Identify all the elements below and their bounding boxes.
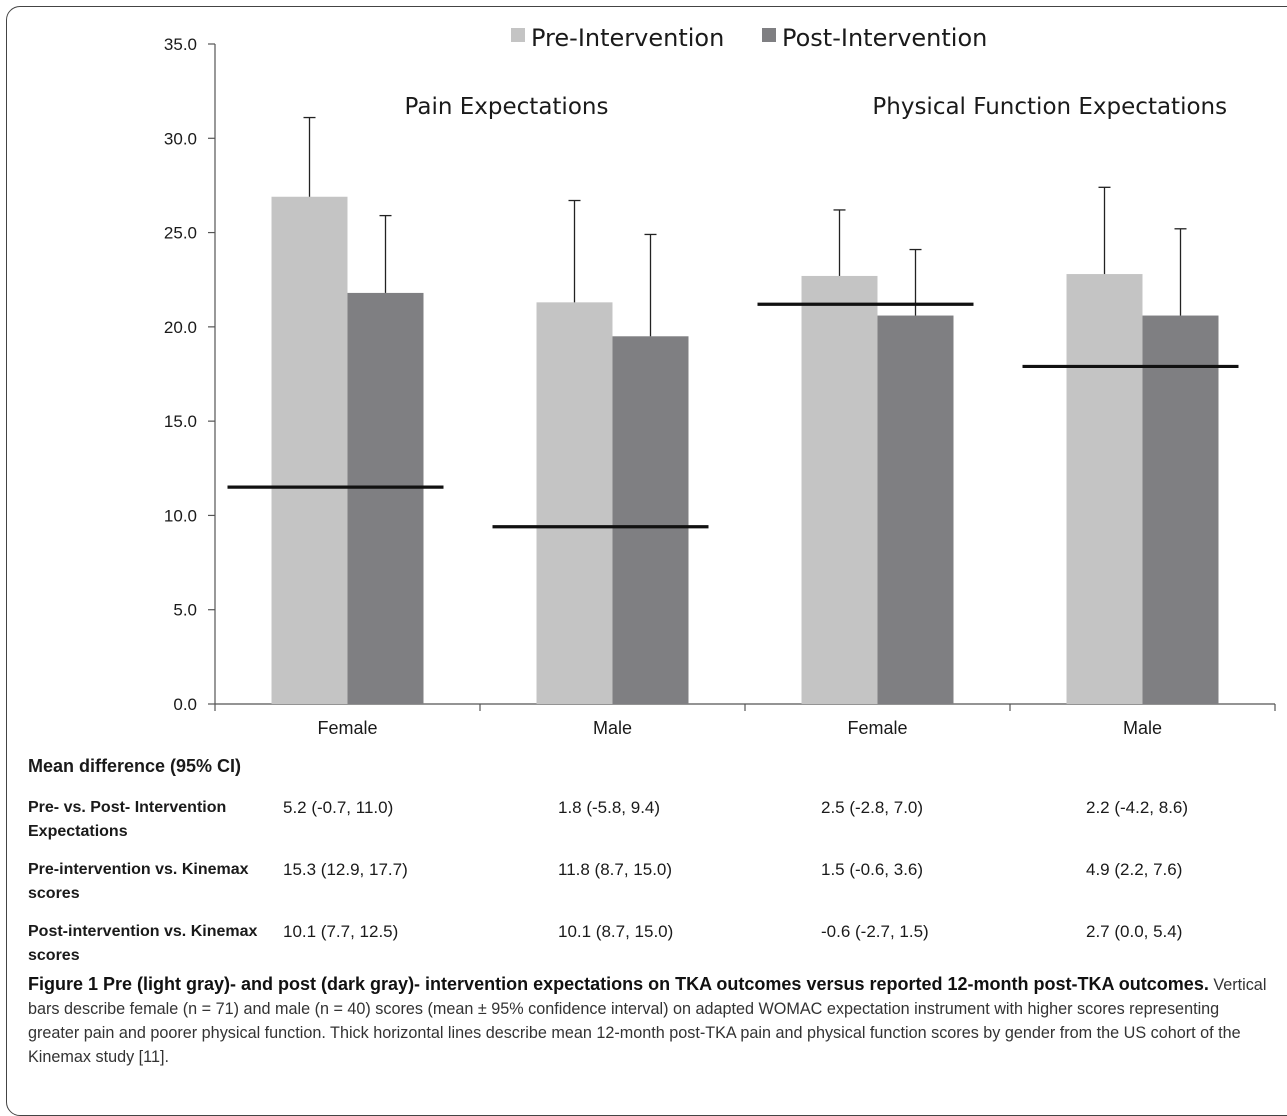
figure-caption: Figure 1 Pre (light gray)- and post (dar…: [28, 972, 1268, 1069]
x-category-label: Male: [593, 718, 632, 738]
group-label-pain: Pain Expectations: [405, 94, 609, 120]
stats-cell: 2.7 (0.0, 5.4): [1086, 922, 1183, 941]
bar-post: [877, 315, 954, 704]
legend-label: Post-Intervention: [782, 24, 987, 52]
caption-text: Vertical bars describe female (n = 71) a…: [28, 976, 1267, 1066]
y-tick-label: 10.0: [164, 506, 197, 525]
stats-cell: -0.6 (-2.7, 1.5): [821, 922, 929, 941]
bar-chart: 0.0 5.0 10.0 15.0 20.0 25.0 30.0 35.0 Female Male…: [164, 24, 1276, 738]
stats-row: Pre-intervention vs. Kinemax scores 15.3 …: [28, 858, 1278, 908]
group-label-function: Physical Function Expectations: [872, 94, 1227, 120]
bar-pre: [1066, 274, 1143, 704]
bar-pre: [536, 302, 613, 704]
stats-cell: 2.5 (-2.8, 7.0): [821, 798, 924, 817]
caption-title: Figure 1 Pre (light gray)- and post (dar…: [28, 974, 1209, 994]
stats-cell: 15.3 (12.9, 17.7): [283, 860, 408, 879]
stats-row: Pre- vs. Post- Intervention Expectations…: [28, 796, 1278, 846]
stats-cell: 2.2 (-4.2, 8.6): [1086, 798, 1189, 817]
bar-post: [347, 292, 424, 704]
legend-label: Pre-Intervention: [531, 24, 724, 52]
stats-cell: 1.5 (-0.6, 3.6): [821, 860, 924, 879]
stats-cell: 10.1 (8.7, 15.0): [558, 922, 674, 941]
y-tick-label: 15.0: [164, 412, 197, 431]
x-category-label: Male: [1123, 718, 1162, 738]
y-tick-label: 0.0: [173, 695, 197, 714]
stats-row-label: Pre- vs. Post- Intervention Expectations: [28, 799, 227, 840]
y-tick-label: 35.0: [164, 35, 197, 54]
x-category-label: Female: [317, 718, 377, 738]
x-category-label: Female: [847, 718, 907, 738]
stats-cell: 11.8 (8.7, 15.0): [558, 860, 673, 879]
y-tick-label: 25.0: [164, 224, 197, 243]
stats-cell: 1.8 (-5.8, 9.4): [558, 798, 661, 817]
stats-cell: 4.9 (2.2, 7.6): [1086, 860, 1183, 879]
legend-swatch: [762, 28, 776, 42]
stats-title: Mean difference (95% CI): [28, 756, 242, 776]
stats-row-label: Post-intervention vs. Kinemax scores: [28, 923, 258, 964]
y-tick-label: 30.0: [164, 129, 197, 148]
legend-swatch: [511, 28, 525, 42]
y-tick-label: 20.0: [164, 318, 197, 337]
bar-post: [612, 336, 689, 704]
stats-cell: 5.2 (-0.7, 11.0): [283, 798, 394, 817]
bar-post: [1142, 315, 1219, 704]
stats-row: Post-intervention vs. Kinemax scores 10.1…: [28, 920, 1278, 970]
stats-cell: 10.1 (7.7, 12.5): [283, 922, 399, 941]
bar-pre: [271, 196, 348, 704]
stats-row-label: Pre-intervention vs. Kinemax scores: [28, 861, 249, 902]
y-tick-label: 5.0: [173, 601, 197, 620]
bar-pre: [801, 275, 878, 704]
